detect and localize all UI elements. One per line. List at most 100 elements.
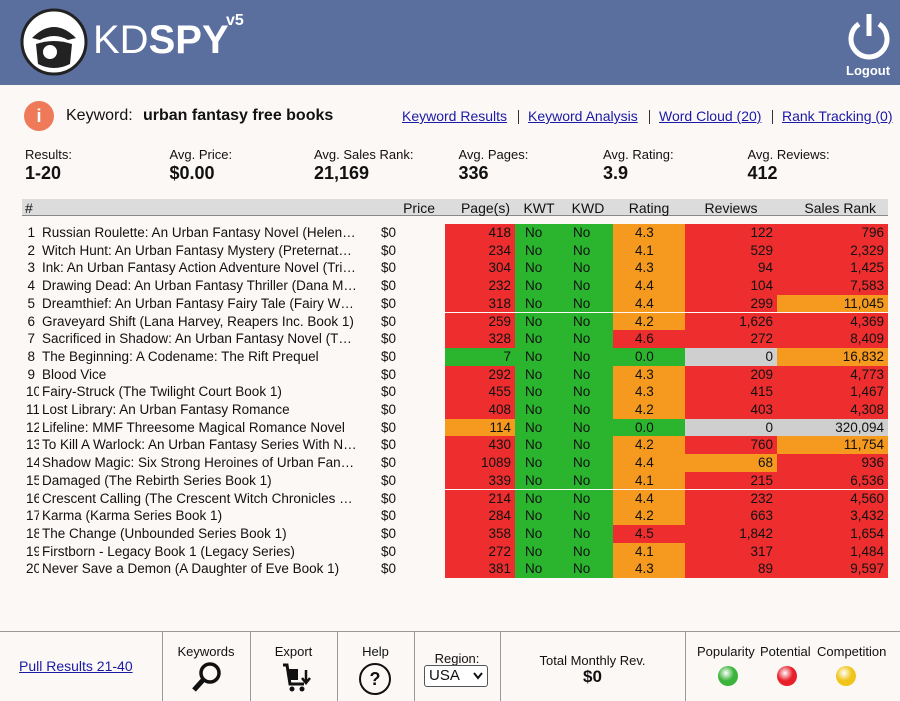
reviews: 1,626 — [685, 312, 777, 331]
pages: 1089 — [445, 454, 515, 472]
kwd: No — [563, 560, 613, 578]
kwt: No — [515, 224, 563, 242]
price: $0 — [381, 242, 397, 258]
divider — [500, 632, 501, 701]
dropdown-arrow — [473, 672, 483, 680]
sales-rank: 1,484 — [777, 542, 888, 561]
nav-link[interactable]: Keyword Results — [402, 108, 508, 124]
sales-rank: 320,094 — [777, 418, 888, 437]
row-number: 2 — [27, 242, 35, 258]
logout-link[interactable]: Logout — [846, 63, 891, 78]
book-title: Crescent Calling (The Crescent Witch Chr… — [42, 490, 353, 506]
kwt: No — [515, 241, 563, 260]
pages: 381 — [445, 560, 515, 578]
nav-link[interactable]: Rank Tracking (0) — [782, 108, 893, 124]
book-title: Graveyard Shift (Lana Harvey, Reapers In… — [42, 313, 354, 329]
price: $0 — [381, 561, 397, 577]
indicator-dot — [777, 666, 797, 686]
export-label: Export — [274, 644, 313, 659]
reviews: 89 — [685, 560, 777, 578]
price: $0 — [381, 278, 397, 294]
rating: 4.3 — [613, 383, 685, 401]
price: $0 — [381, 348, 397, 364]
book-title: Lifeline: MMF Threesome Magical Romance … — [42, 419, 345, 435]
version: v5 — [226, 12, 244, 29]
book-title: Karma (Karma Series Book 1) — [42, 508, 223, 524]
book-title: To Kill A Warlock: An Urban Fantasy Seri… — [42, 437, 357, 453]
kwt: No — [515, 436, 563, 455]
reviews: 215 — [685, 471, 777, 490]
pages: 430 — [445, 436, 515, 455]
row-number: 10 — [26, 384, 39, 400]
region-select[interactable]: USA — [424, 665, 488, 687]
pages: 339 — [445, 471, 515, 490]
row-number: 8 — [27, 348, 35, 364]
pull-results-link[interactable]: Pull Results 21-40 — [19, 658, 133, 674]
sales-rank: 7,583 — [777, 277, 888, 295]
pages: 284 — [445, 507, 515, 525]
book-title: Dreamthief: An Urban Fantasy Fairy Tale … — [42, 295, 354, 311]
stat-label: Results: — [25, 147, 72, 162]
rating: 4.3 — [613, 365, 685, 384]
region-value: USA — [429, 667, 460, 684]
kwd: No — [563, 259, 613, 278]
reviews: 0 — [685, 418, 777, 437]
kwd: No — [563, 347, 613, 366]
book-title: Lost Library: An Urban Fantasy Romance — [42, 402, 290, 417]
kwd: No — [563, 524, 613, 543]
kwt: No — [515, 294, 563, 313]
kwd: No — [563, 418, 613, 437]
row-number: 5 — [27, 295, 35, 311]
reviews: 317 — [685, 542, 777, 561]
nav-link[interactable]: Word Cloud (20) — [659, 108, 762, 124]
book-title: Ink: An Urban Fantasy Action Adventure N… — [42, 260, 356, 276]
rating: 4.2 — [613, 312, 685, 331]
kwd: No — [563, 489, 613, 508]
nav-link[interactable]: Keyword Analysis — [528, 108, 638, 124]
book-title: Drawing Dead: An Urban Fantasy Thriller … — [42, 278, 357, 294]
info-icon: i — [24, 101, 54, 131]
kwd: No — [563, 542, 613, 561]
row-number: 17 — [26, 508, 39, 524]
keywords-icon[interactable] — [190, 660, 224, 694]
total-rev-value: $0 — [583, 667, 602, 686]
indicator-label: Competition — [817, 644, 887, 659]
price: $0 — [381, 331, 397, 347]
row-number: 15 — [26, 472, 39, 488]
reviews: 415 — [685, 383, 777, 401]
help-icon[interactable]: ? — [359, 663, 391, 695]
rating: 4.2 — [613, 436, 685, 455]
help-label: Help — [362, 644, 389, 659]
reviews: 663 — [685, 507, 777, 525]
kwd: No — [563, 507, 613, 525]
stat-label: Avg. Price: — [169, 147, 233, 162]
reviews: 403 — [685, 401, 777, 419]
logo-kd: KD — [93, 18, 149, 62]
row-number: 12 — [26, 419, 39, 435]
rating: 4.4 — [613, 489, 685, 508]
kwd: No — [563, 365, 613, 384]
kwt: No — [515, 347, 563, 366]
sales-rank: 1,425 — [777, 259, 888, 278]
reviews: 209 — [685, 365, 777, 384]
stat-value: 336 — [458, 163, 489, 183]
rating: 4.2 — [613, 401, 685, 419]
total-rev-label: Total Monthly Rev. — [539, 653, 646, 668]
export-icon[interactable] — [280, 660, 314, 694]
kwt: No — [515, 401, 563, 419]
region-label: Region: — [434, 651, 480, 666]
stat-value: 412 — [747, 163, 778, 183]
reviews: 94 — [685, 259, 777, 278]
kwt: No — [515, 418, 563, 437]
kwt: No — [515, 312, 563, 331]
rating: 4.4 — [613, 277, 685, 295]
kwd: No — [563, 454, 613, 472]
logout-icon[interactable] — [846, 12, 892, 62]
logo-spy: SPY — [148, 18, 229, 62]
rating: 4.3 — [613, 259, 685, 278]
pages: 328 — [445, 330, 515, 348]
rating: 4.4 — [613, 294, 685, 313]
sales-rank: 11,754 — [777, 436, 888, 455]
sales-rank: 16,832 — [777, 347, 888, 366]
pages: 292 — [445, 365, 515, 384]
